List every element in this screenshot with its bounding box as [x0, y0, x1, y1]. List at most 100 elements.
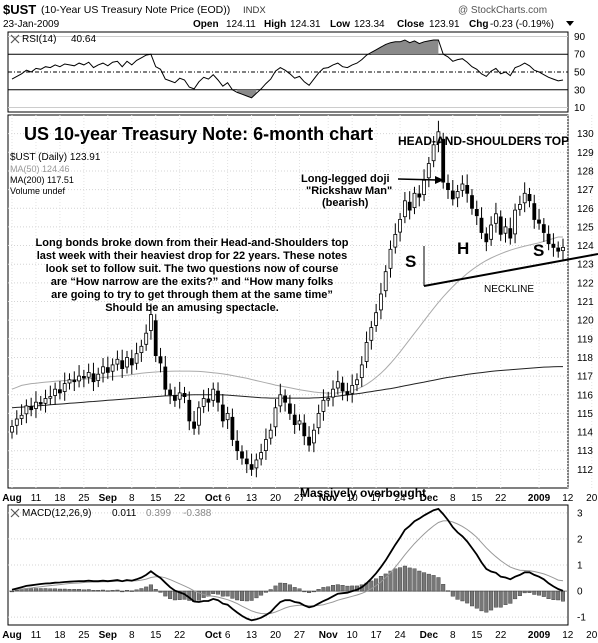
x-tick-label: 20: [270, 493, 282, 504]
x-tick-label: 22: [174, 630, 186, 641]
x-tick-label: 17: [371, 493, 383, 504]
candle-body: [53, 388, 57, 396]
pattern-title: HEAD-AND-SHOULDERS TOP: [398, 134, 569, 148]
macd-line: [11, 507, 564, 622]
macd-hist-bar: [417, 570, 422, 592]
x-tick-label: 13: [246, 493, 258, 504]
panel-close-icon[interactable]: [10, 34, 20, 44]
macd-hist-bar: [513, 590, 518, 600]
candle-body: [450, 190, 455, 200]
low-label: Low: [330, 19, 350, 30]
x-tick-label: Dec: [420, 493, 439, 504]
candle-body: [503, 226, 508, 234]
macd-hist-bar: [493, 590, 498, 608]
x-tick-label: 18: [54, 630, 66, 641]
x-tick-label: Aug: [2, 630, 21, 641]
candle-body: [541, 224, 546, 233]
candle-body: [125, 357, 129, 368]
watermark: @ StockCharts.com: [458, 5, 547, 16]
candle-body: [311, 429, 316, 444]
candle-body: [134, 353, 139, 364]
candle-body: [518, 204, 522, 210]
macd-hist-bar: [455, 590, 460, 600]
price-tick-label: 116: [577, 390, 593, 401]
macd-hist-bar: [153, 589, 158, 592]
candle-body: [460, 183, 465, 191]
legend-series: $UST (Daily) 123.91: [10, 152, 101, 163]
candle-body: [436, 131, 441, 144]
candle-body: [263, 439, 268, 452]
x-tick-label: 22: [174, 493, 186, 504]
candle-body: [489, 224, 494, 240]
price-tick-label: 123: [577, 260, 594, 271]
macd-hist-bar: [62, 588, 67, 592]
doji-annotation-line2: "Rickshaw Man": [306, 185, 392, 197]
candle-body: [62, 383, 67, 392]
macd-hist-bar: [211, 590, 216, 594]
x-tick-label: 17: [371, 630, 383, 641]
macd-hist-bar: [393, 568, 398, 592]
macd-hist-bar: [86, 589, 91, 592]
x-tick-label: Oct: [205, 493, 222, 504]
macd-hist-bar: [474, 590, 479, 609]
macd-hist-bar: [340, 585, 345, 592]
overbought-label: Massively overbought: [300, 486, 426, 500]
macd-hist-bar: [407, 567, 412, 592]
macd-hist-bar: [57, 588, 62, 592]
macd-hist-bar: [134, 589, 139, 592]
rsi-tick-label: 90: [574, 32, 586, 43]
candle-body: [254, 459, 259, 469]
candle-body: [297, 420, 302, 425]
candle-body: [110, 364, 115, 372]
macd-hist-bar: [297, 588, 302, 592]
exchange: INDX: [243, 5, 266, 16]
x-tick-label: 8: [450, 630, 456, 641]
rsi-tick-label: 70: [574, 50, 586, 61]
header-date: 23-Jan-2009: [3, 19, 60, 30]
macd-hist-bar: [561, 590, 566, 602]
macd-hist-bar: [508, 590, 513, 604]
panel-close-icon[interactable]: [10, 508, 20, 518]
price-tick-label: 122: [577, 278, 594, 289]
candle-body: [168, 389, 173, 396]
chg-label: Chg: [469, 19, 488, 30]
macd-hist-bar: [96, 590, 101, 592]
macd-hist-bar: [196, 590, 201, 601]
macd-hist-bar: [239, 590, 244, 601]
x-tick-label: 6: [225, 630, 231, 641]
macd-hist-bar: [9, 590, 14, 593]
candle-body: [196, 407, 201, 426]
price-tick-label: 117: [577, 372, 593, 383]
macd-hist-bar: [498, 590, 503, 608]
candle-body: [498, 216, 503, 235]
macd-hist-bar: [115, 589, 120, 592]
macd-hist-bar: [148, 584, 153, 592]
macd-signal-line: [11, 520, 564, 615]
commentary: Long bonds broke down from their Head-an…: [36, 237, 349, 314]
x-tick-label: 2009: [528, 493, 551, 504]
macd-hist-bar: [527, 590, 532, 593]
macd-hist-bar: [335, 584, 340, 592]
candle-body: [144, 332, 149, 345]
macd-hist-bar: [72, 589, 77, 592]
candle-body: [350, 384, 355, 394]
x-tick-label: 25: [78, 630, 90, 641]
x-tick-label: 20: [586, 493, 598, 504]
x-tick-label: Dec: [420, 630, 439, 641]
candle-body: [508, 228, 513, 239]
candle-body: [283, 395, 288, 403]
neckline-label: NECKLINE: [484, 284, 534, 295]
candle-body: [388, 248, 393, 269]
x-tick-label: 11: [31, 493, 42, 504]
dropdown-arrow-icon[interactable]: [566, 21, 574, 26]
ma50-line: [11, 236, 563, 394]
macd-hist-bar: [431, 575, 436, 592]
macd-hist-bar: [38, 588, 43, 592]
candle-body: [412, 192, 417, 209]
price-tick-label: 112: [577, 465, 593, 476]
candle-body: [369, 327, 374, 341]
rsi-value: 40.64: [71, 34, 96, 45]
macd-hist-bar: [268, 589, 273, 592]
candle-body: [268, 429, 273, 439]
macd-hist-bar: [450, 590, 455, 597]
